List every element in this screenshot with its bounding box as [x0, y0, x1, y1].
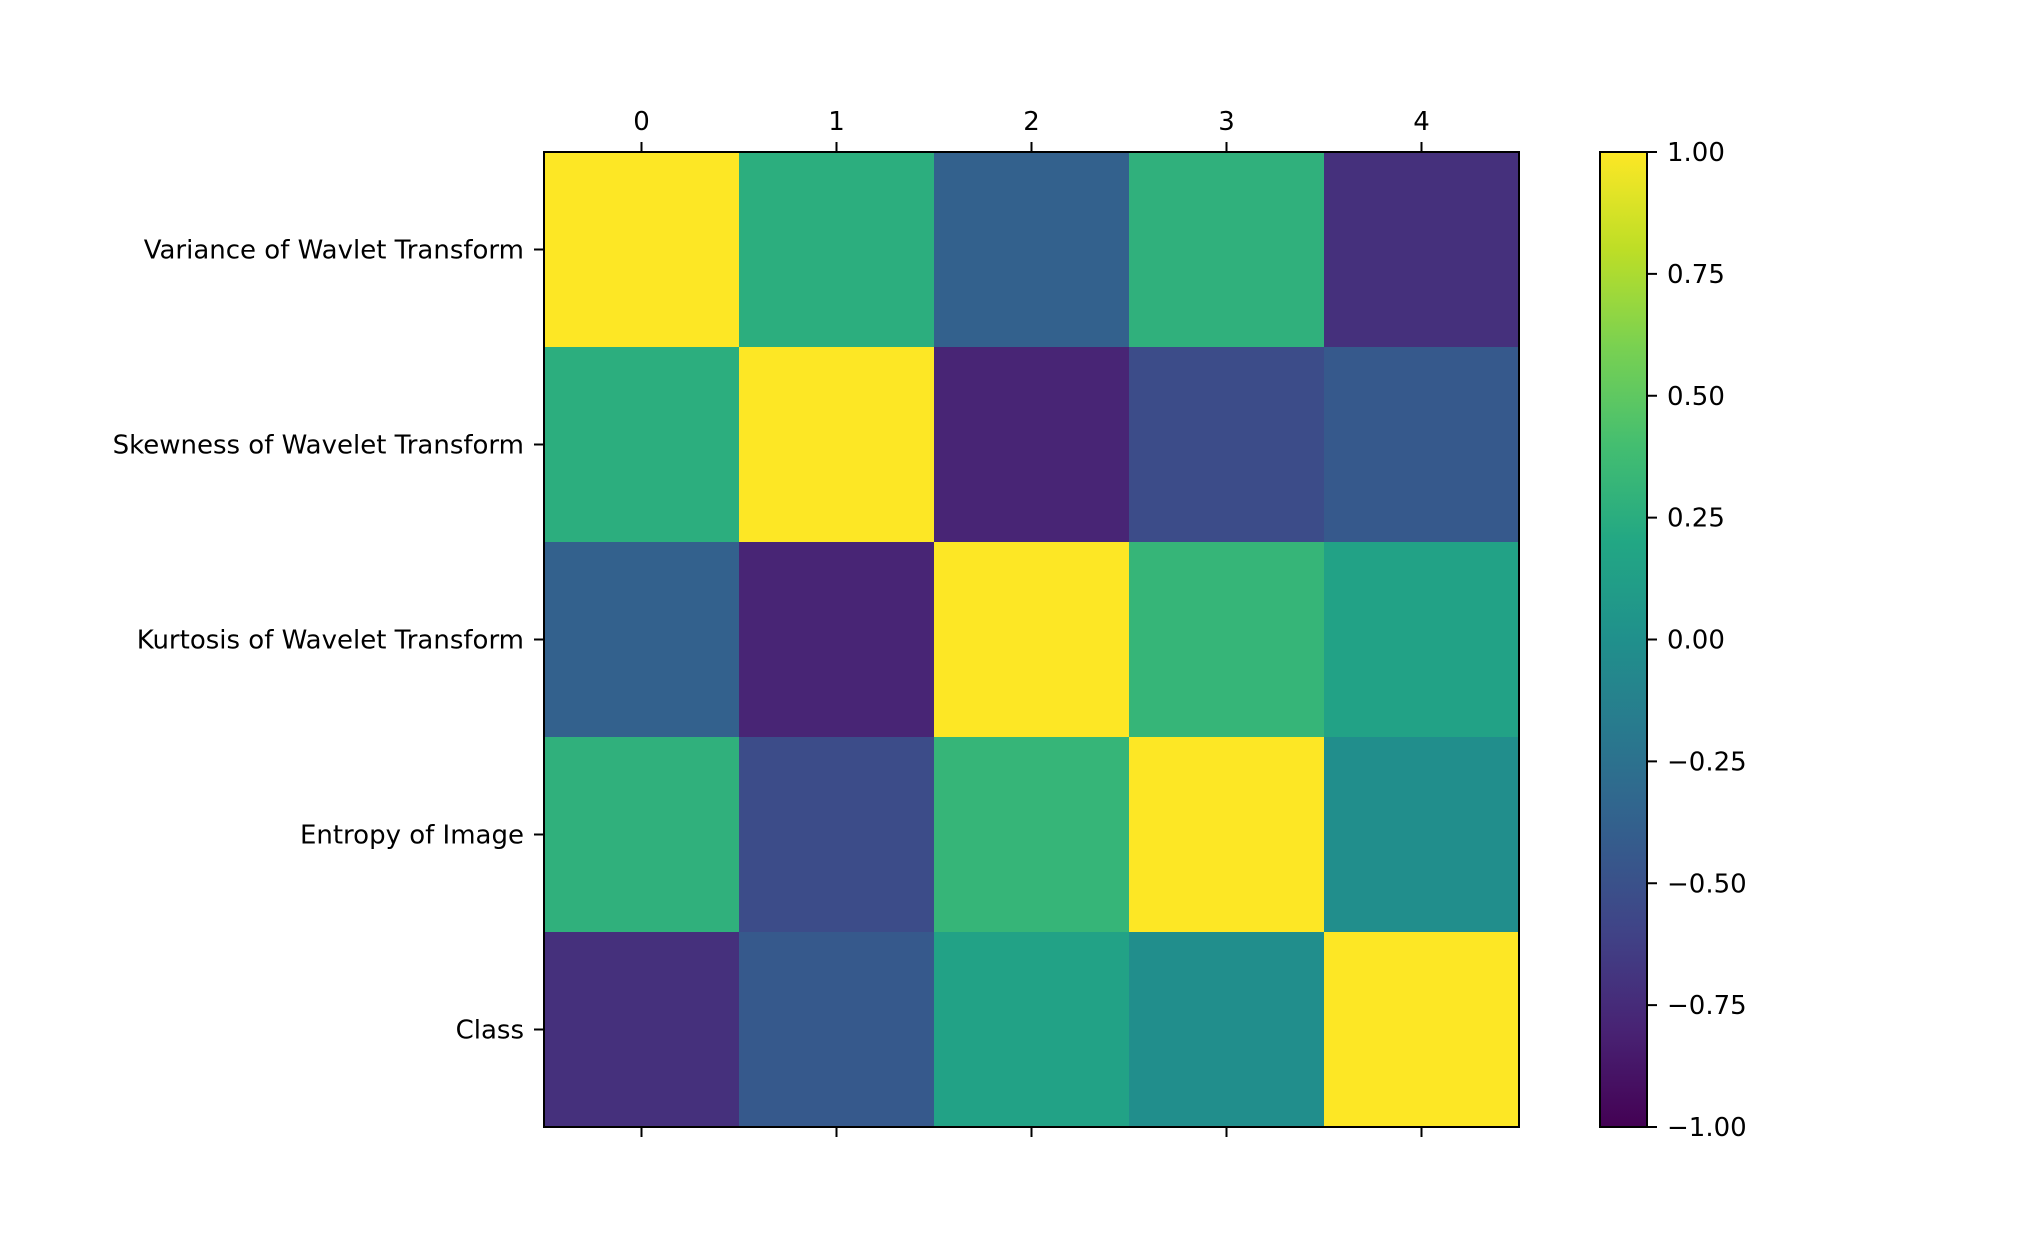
heatmap-cell-r4-c2: [934, 932, 1130, 1128]
x-tick-label: 4: [1413, 107, 1430, 137]
heatmap-cell-r2-c4: [1324, 542, 1520, 738]
colorbar: [1599, 151, 1648, 1128]
colorbar-ticks: 1.00 0.75 0.50 0.25 0.00 −0.25 −0.50 −0.75 −1.00: [1647, 138, 1747, 1143]
heatmap-cell-r2-c0: [544, 542, 740, 738]
colorbar-tick-label: −0.25: [1667, 747, 1747, 777]
heatmap-cell-r0-c0: [544, 152, 740, 348]
heatmap-cell-r3-c1: [739, 737, 935, 933]
colorbar-tick-label: 0.25: [1667, 504, 1725, 534]
y-axis-ticks: Variance of Wavlet Transform Skewness of …: [113, 236, 544, 1046]
y-tick-label: Skewness of Wavelet Transform: [113, 431, 524, 461]
colorbar-tick-label: −0.50: [1667, 869, 1747, 899]
colorbar-tick-label: 1.00: [1667, 138, 1725, 168]
y-tick-label: Entropy of Image: [300, 821, 524, 851]
heatmap-cell-r0-c2: [934, 152, 1130, 348]
heatmap-cell-r4-c1: [739, 932, 935, 1128]
heatmap-cell-r4-c0: [544, 932, 740, 1128]
colorbar-tick-label: −0.75: [1667, 991, 1747, 1021]
heatmap-cell-r2-c2: [934, 542, 1130, 738]
heatmap-cell-r1-c1: [739, 347, 935, 543]
heatmap-cell-r1-c2: [934, 347, 1130, 543]
y-tick-label: Variance of Wavlet Transform: [144, 236, 524, 266]
heatmap-cell-r1-c4: [1324, 347, 1520, 543]
x-tick-label: 2: [1023, 107, 1040, 137]
y-tick-label: Kurtosis of Wavelet Transform: [137, 626, 524, 656]
heatmap-cell-r3-c4: [1324, 737, 1520, 933]
colorbar-tick-label: −1.00: [1667, 1113, 1747, 1143]
heatmap-cell-r2-c3: [1129, 542, 1325, 738]
heatmap-cell-r2-c1: [739, 542, 935, 738]
heatmap-cell-r3-c0: [544, 737, 740, 933]
heatmap-cell-r0-c3: [1129, 152, 1325, 348]
heatmap-cell-r0-c1: [739, 152, 935, 348]
heatmap-cell-r4-c4: [1324, 932, 1520, 1128]
heatmap-cell-r3-c3: [1129, 737, 1325, 933]
x-tick-label: 3: [1218, 107, 1235, 137]
y-tick-label: Class: [456, 1016, 524, 1046]
x-axis-ticks: 0 1 2 3 4: [633, 107, 1430, 1137]
heatmap-cell-r3-c2: [934, 737, 1130, 933]
x-tick-label: 1: [828, 107, 845, 137]
x-tick-label: 0: [633, 107, 650, 137]
colorbar-tick-label: 0.00: [1667, 626, 1725, 656]
heatmap-cell-r4-c3: [1129, 932, 1325, 1128]
colorbar-tick-label: 0.50: [1667, 382, 1725, 412]
heatmap-cell-r1-c0: [544, 347, 740, 543]
heatmap-cell-r1-c3: [1129, 347, 1325, 543]
colorbar-tick-label: 0.75: [1667, 260, 1725, 290]
heatmap-cells: [544, 152, 1520, 1128]
heatmap-cell-r0-c4: [1324, 152, 1520, 348]
